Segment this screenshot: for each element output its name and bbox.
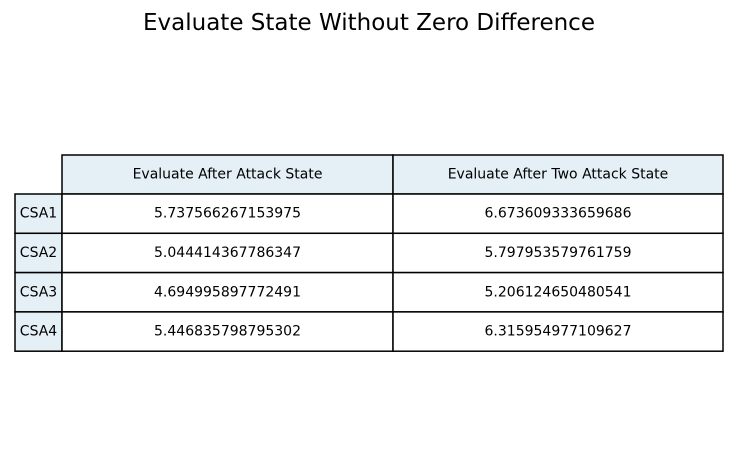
- row-header-cell: [14, 193, 63, 235]
- chart-title: Evaluate State Without Zero Difference: [143, 10, 595, 36]
- table-cell-value: 6.673609333659686: [485, 206, 632, 222]
- table-cell: [61, 311, 394, 352]
- table-cell: [61, 271, 394, 313]
- row-header-cell: [14, 311, 63, 352]
- table-cell-value: 5.044414367786347: [154, 245, 301, 261]
- column-header-label: Evaluate After Attack State: [133, 167, 323, 183]
- column-header-label: Evaluate After Two Attack State: [448, 167, 669, 183]
- table-cell-value: 5.206124650480541: [485, 284, 632, 300]
- row-header-label: CSA3: [20, 284, 57, 300]
- column-header-cell: [392, 154, 724, 195]
- table-cell-value: 5.737566267153975: [154, 206, 301, 222]
- row-header-label: CSA1: [20, 206, 57, 222]
- row-header-label: CSA4: [20, 324, 57, 340]
- table-cell-value: 5.446835798795302: [154, 324, 301, 340]
- row-header-label: CSA2: [20, 245, 57, 261]
- table-cell-value: 4.694995897772491: [154, 284, 301, 300]
- table-cell: [392, 232, 724, 274]
- table-cell-value: 5.797953579761759: [485, 245, 632, 261]
- table-cell: [392, 311, 724, 352]
- table-cell-value: 6.315954977109627: [485, 324, 632, 340]
- column-header-cell: [61, 154, 394, 195]
